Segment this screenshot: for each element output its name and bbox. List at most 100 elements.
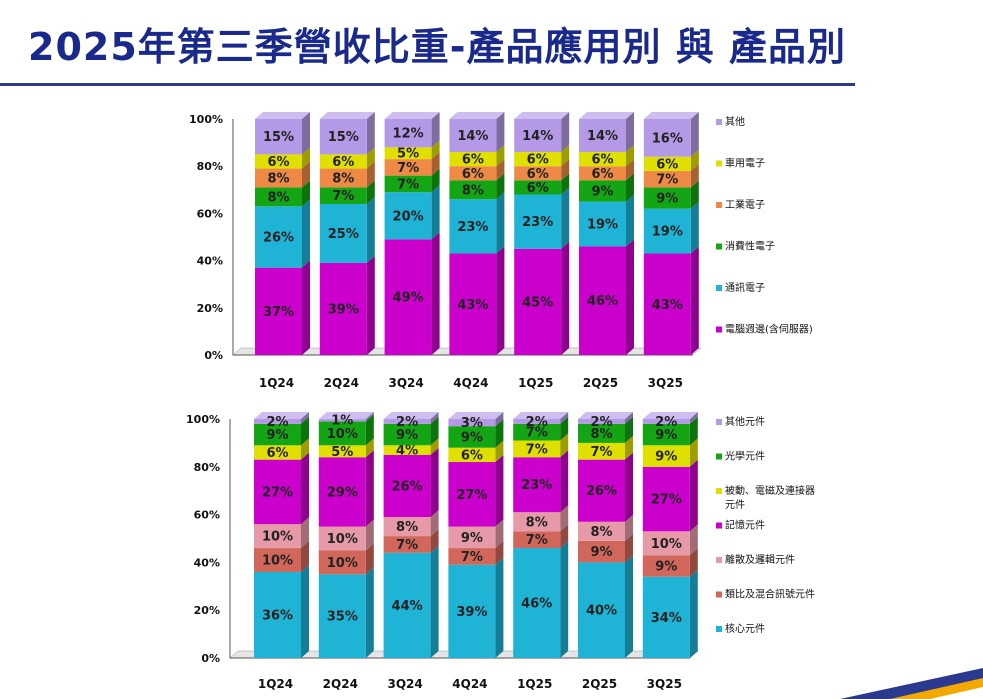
bar-segment [318, 567, 374, 658]
bar-segment [579, 145, 634, 167]
legend-label: 光學元件 [725, 450, 765, 463]
bar-segment [579, 173, 634, 202]
data-label: 7% [526, 533, 548, 548]
y-tick-label: 100% [186, 413, 220, 426]
bar-segment [383, 529, 439, 553]
legend-label: 記憶元件 [725, 519, 765, 532]
x-category-label: 1Q24 [258, 677, 293, 691]
data-label: 6% [527, 153, 549, 168]
legend-label: 消費性電子 [725, 240, 775, 253]
legend-swatch [716, 557, 722, 563]
data-label: 8% [526, 515, 548, 530]
data-label: 19% [652, 225, 683, 240]
bar-segment [514, 173, 570, 195]
bar-segment [449, 145, 505, 167]
data-label: 27% [651, 493, 682, 508]
bar-segment [642, 438, 698, 467]
legend-label: 被動、電磁及連接器元件 [725, 484, 815, 511]
data-label: 7% [526, 426, 548, 441]
data-label: 7% [526, 442, 548, 457]
bar-segment [254, 517, 309, 549]
bar-segment [255, 260, 310, 355]
data-label: 23% [457, 220, 488, 235]
data-label: 8% [267, 172, 289, 187]
x-category-label: 2Q25 [583, 376, 618, 390]
bar-segment [449, 246, 505, 355]
bar-segment [384, 140, 440, 160]
bar-segment [383, 509, 439, 537]
bar-segment [319, 180, 375, 204]
data-label: 46% [587, 294, 618, 309]
bar-segment [318, 414, 374, 446]
data-label: 43% [652, 298, 683, 313]
data-label: 5% [331, 445, 353, 460]
bar-segment [514, 112, 570, 153]
data-label: 26% [586, 484, 617, 499]
y-tick-label: 80% [197, 160, 223, 173]
y-tick-label: 0% [201, 652, 220, 665]
bar-segment [448, 455, 504, 527]
x-category-label: 2Q25 [582, 677, 617, 691]
x-category-label: 4Q24 [453, 376, 488, 390]
data-label: 9% [655, 559, 677, 574]
y-tick-label: 100% [189, 113, 223, 126]
bar-segment [578, 533, 633, 563]
data-label: 4% [396, 444, 418, 459]
data-label: 7% [590, 445, 612, 460]
legend-label: 電腦週邊(含伺服器) [725, 323, 813, 336]
data-label: 35% [327, 610, 358, 625]
data-label: 2% [396, 415, 418, 430]
x-category-label: 1Q25 [518, 376, 553, 390]
chart-application-revenue: 0%20%40%60%80%100%37%26%8%8%6%15%1Q2439%… [189, 112, 813, 390]
data-label: 9% [396, 428, 418, 443]
bar-segment [578, 555, 633, 658]
data-label: 7% [397, 161, 419, 176]
bar-segment [255, 147, 310, 169]
bar-segment [254, 541, 309, 572]
data-label: 7% [397, 177, 419, 192]
bar-segment [318, 543, 374, 575]
bar-segment [449, 112, 505, 153]
bar-segment [642, 569, 698, 658]
corner-logo-decoration [840, 668, 983, 699]
data-label: 15% [263, 130, 294, 145]
data-label: 9% [655, 428, 677, 443]
bar-segment [642, 459, 698, 532]
bar-segment [318, 438, 374, 458]
legend-label: 車用電子 [725, 157, 765, 170]
data-label: 14% [522, 129, 553, 144]
bar-segment [255, 112, 310, 155]
legend-swatch [716, 285, 722, 291]
data-label: 2% [266, 415, 288, 430]
bar-segment [513, 505, 569, 532]
bar-segment [319, 255, 375, 355]
data-label: 23% [522, 215, 553, 230]
bar-segment [578, 452, 633, 522]
y-tick-label: 20% [197, 302, 223, 315]
data-label: 3% [461, 416, 483, 431]
bar-segment [578, 416, 633, 443]
bar-segment [578, 412, 633, 424]
bar-segment [642, 524, 698, 556]
legend-label: 核心元件 [725, 622, 765, 635]
bar-segment [383, 412, 439, 424]
bar-segment [383, 447, 439, 517]
bar-segment [643, 246, 699, 355]
legend-swatch [716, 453, 722, 460]
bar-segment [319, 112, 375, 155]
bar-segment [513, 416, 569, 441]
data-label: 8% [267, 190, 289, 205]
bar-segment [643, 149, 699, 171]
bar-segment [513, 524, 569, 549]
data-label: 45% [522, 295, 553, 310]
bar-segment [384, 185, 440, 240]
data-label: 9% [655, 450, 677, 465]
data-label: 10% [327, 427, 358, 442]
data-label: 7% [461, 550, 483, 565]
data-label: 8% [590, 525, 612, 540]
data-label: 19% [587, 218, 618, 233]
y-tick-label: 0% [204, 349, 223, 362]
data-label: 10% [327, 556, 358, 571]
bar-segment [255, 199, 310, 268]
data-label: 6% [656, 157, 678, 172]
